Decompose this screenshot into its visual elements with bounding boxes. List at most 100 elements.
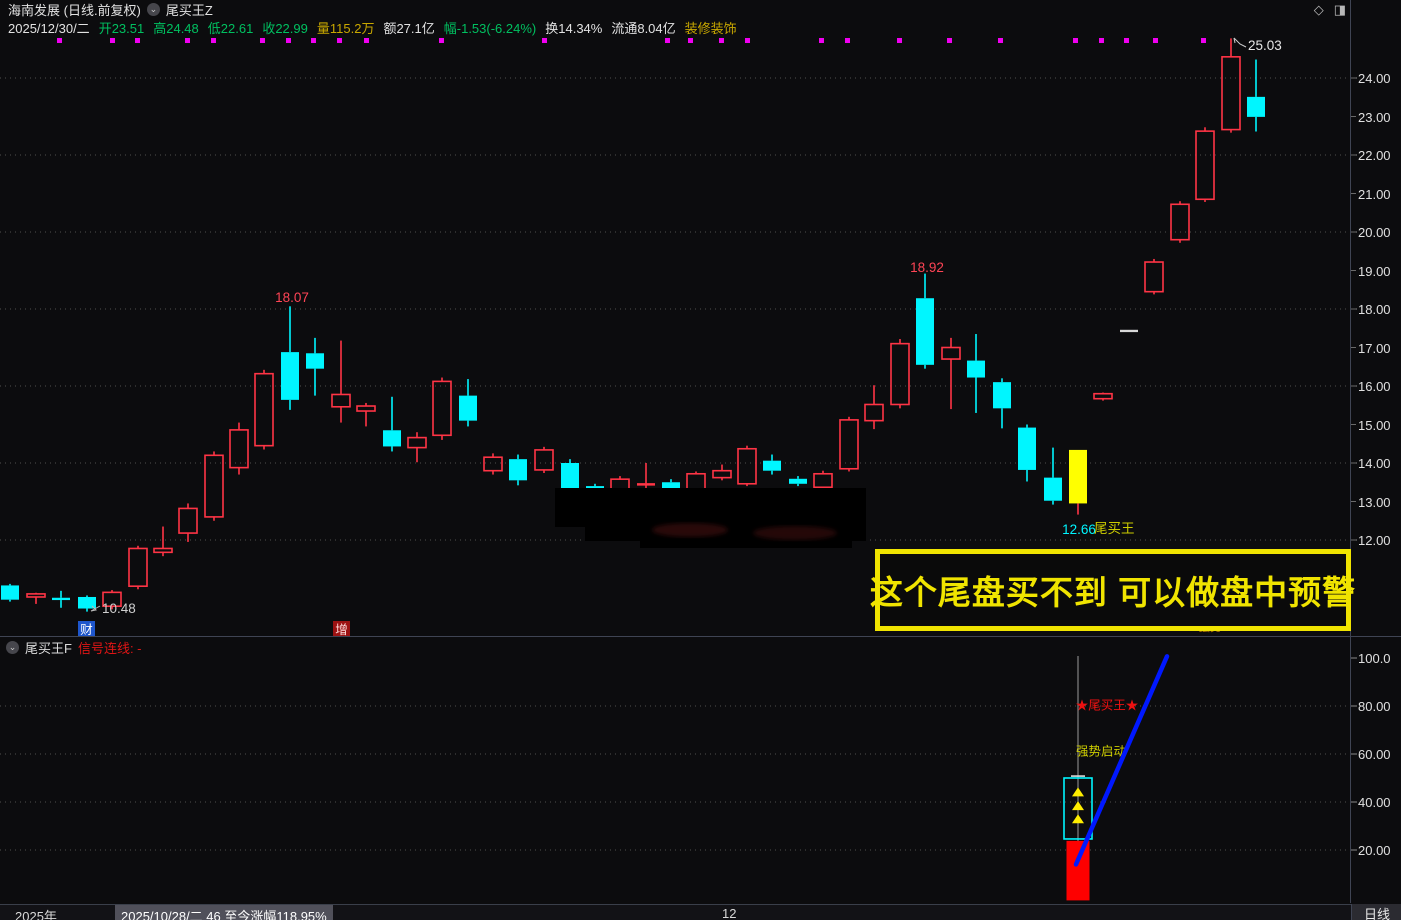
main-axis-label: 21.00: [1358, 186, 1391, 202]
candlestick: [483, 453, 503, 475]
price-label: 10.48: [102, 601, 136, 616]
price-label: 25.03: [1248, 38, 1282, 53]
main-axis-label: 18.00: [1358, 302, 1391, 317]
candlestick: [459, 379, 477, 427]
candlestick: [637, 463, 655, 489]
signal-dot: [286, 38, 291, 43]
quote-token-0: 2025/12/30/二: [8, 20, 90, 36]
signal-dot: [311, 38, 316, 43]
main-axis-label: 16.00: [1358, 379, 1391, 394]
candlestick: [52, 590, 70, 608]
signal-dot: [819, 38, 824, 43]
signal-dot: [688, 38, 693, 43]
candlestick: [839, 416, 859, 472]
price-label: 12.66: [1062, 522, 1096, 537]
annotation-box: 这个尾盘买不到 可以做盘中预警: [870, 549, 1355, 631]
period-tab-daily[interactable]: 日线: [1351, 904, 1401, 920]
candlestick: [356, 402, 376, 427]
svg-text:财: 财: [80, 623, 93, 637]
main-axis-label: 14.00: [1358, 456, 1391, 471]
quote-token-1: 开23.51: [98, 20, 145, 36]
candlestick: [534, 446, 554, 474]
title-bar: 海南发展 (日线.前复权) ⌄ 尾买王Z: [0, 0, 1401, 18]
panel-axis-label: 80.00: [1358, 699, 1391, 714]
signal-dot: [665, 38, 670, 43]
price-label: 18.92: [910, 260, 944, 275]
signal-dot: [211, 38, 216, 43]
label-arrow: [90, 605, 101, 612]
candlestick: [864, 385, 884, 430]
candlestick: [967, 334, 985, 413]
svg-text:增: 增: [335, 622, 348, 637]
candlestick: [281, 306, 299, 410]
launch-signal-label: 强势启动: [1076, 744, 1126, 759]
candlestick: [993, 378, 1011, 429]
candlestick: [432, 377, 452, 440]
quote-token-6: 额27.1亿: [383, 20, 435, 36]
signal-dot: [542, 38, 547, 43]
candlestick: [204, 451, 224, 521]
indicator-collapse-icon[interactable]: ⌄: [146, 2, 160, 16]
candlestick: [254, 369, 274, 450]
quote-token-3: 低22.61: [207, 20, 254, 36]
candlestick: [153, 526, 173, 557]
quote-token-8: 换14.34%: [545, 20, 603, 36]
quote-token-5: 量115.2万: [316, 20, 375, 36]
event-badge: 财: [78, 621, 95, 637]
signal-dot: [135, 38, 140, 43]
candlestick: [1170, 201, 1190, 243]
main-axis-label: 17.00: [1358, 340, 1391, 356]
quote-token-4: 收22.99: [262, 20, 308, 36]
candlestick: [737, 445, 757, 487]
indicator-panel-chart[interactable]: ★尾买王★ 强势启动: [0, 654, 1357, 901]
status-bar: 2025年 2025/10/28/二 46 至今涨幅118.95% 12 日线: [0, 904, 1401, 920]
signal-dot: [185, 38, 190, 43]
signal-dot: [439, 38, 444, 43]
price-label: 18.07: [275, 290, 309, 305]
signal-dot: [57, 38, 62, 43]
signal-dot: [1153, 38, 1158, 43]
price-label: 尾买王: [1094, 521, 1135, 536]
signal-dot: [337, 38, 342, 43]
blue-trend-line: [1073, 654, 1170, 867]
signal-dot: [1124, 38, 1129, 43]
indicator-name-main: 尾买王Z: [165, 2, 213, 18]
candlestick: [763, 454, 781, 475]
star-signal-label: ★尾买王★: [1076, 699, 1139, 713]
candlestick: [916, 273, 934, 369]
event-badge: 增: [333, 621, 350, 637]
signal-candlestick: [1069, 449, 1087, 515]
main-axis-label: 13.00: [1358, 494, 1391, 510]
split-layout-icon[interactable]: ◨: [1333, 2, 1346, 17]
label-arrow: [1233, 37, 1236, 44]
signal-dot: [947, 38, 952, 43]
up-triangle-marker: [1072, 814, 1084, 824]
candlestick: [331, 340, 351, 423]
candlestick: [509, 454, 527, 486]
main-axis-label: 20.00: [1358, 225, 1391, 240]
main-axis-label: 22.00: [1358, 148, 1391, 163]
signal-dot: [260, 38, 265, 43]
year-label: 2025年: [15, 909, 57, 920]
panel-axis-label: 60.00: [1358, 747, 1391, 762]
candlestick: [890, 339, 910, 409]
panel-divider[interactable]: [0, 636, 1401, 637]
label-arrow: [1233, 37, 1247, 48]
symbol-title: 海南发展 (日线.前复权): [8, 2, 141, 18]
signal-dot: [719, 38, 724, 43]
candlestick: [1093, 392, 1113, 401]
candlestick: [1247, 59, 1265, 132]
indicator-panel-header: ⌄ 尾买王F 信号连线: -: [0, 639, 142, 656]
panel-collapse-icon[interactable]: ⌄: [6, 641, 19, 654]
candlestick: [102, 590, 122, 610]
candlestick: [1120, 329, 1138, 333]
candlestick: [383, 396, 401, 452]
quote-token-9: 流通8.04亿: [611, 20, 676, 36]
candlestick: [128, 545, 148, 590]
diamond-icon[interactable]: ◇: [1313, 2, 1324, 17]
main-axis-label: 19.00: [1358, 263, 1391, 279]
panel-axis-label: 20.00: [1358, 843, 1391, 858]
